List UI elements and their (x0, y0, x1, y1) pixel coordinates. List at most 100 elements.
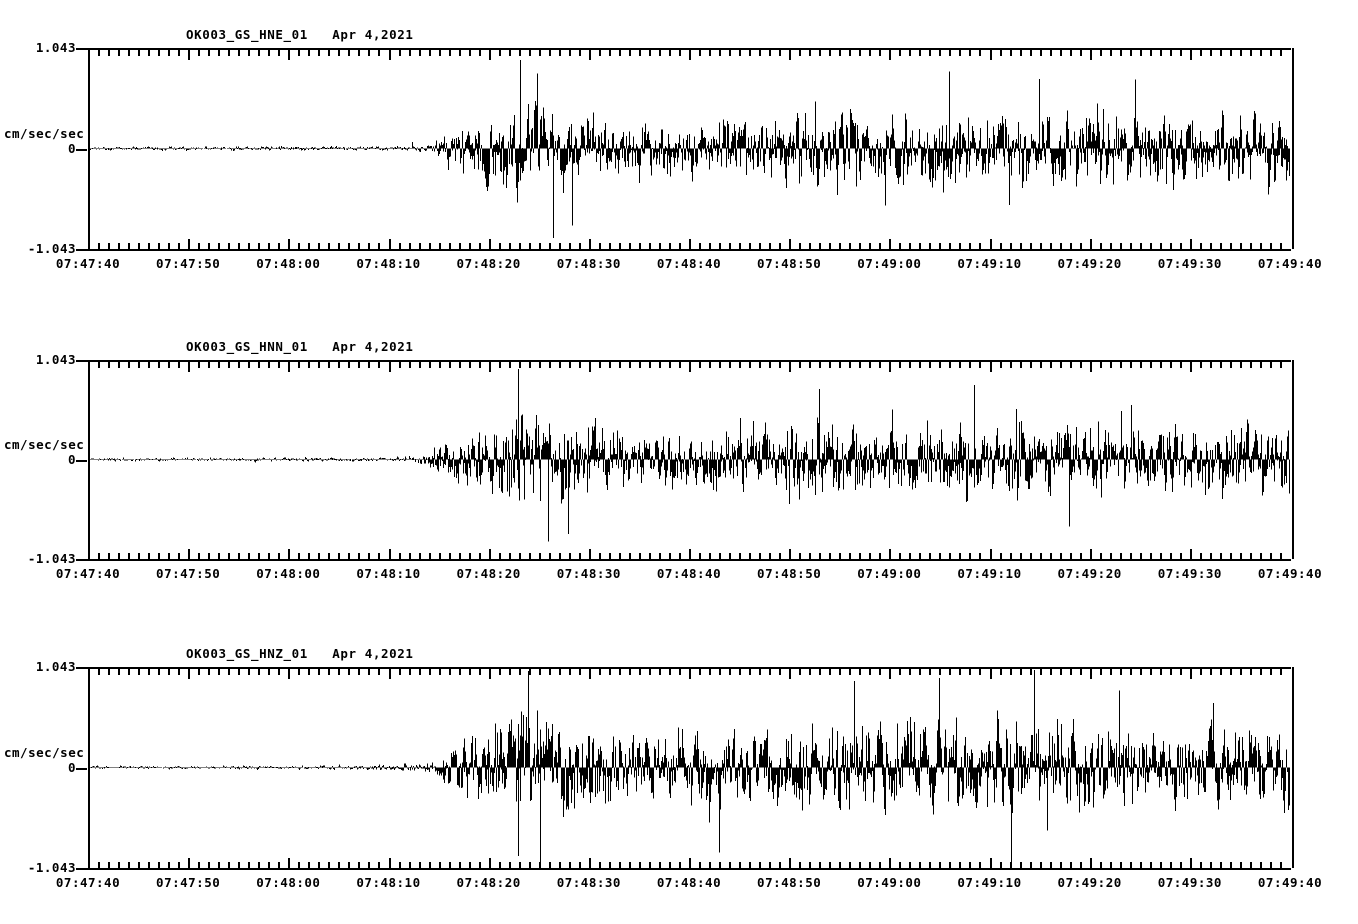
x-minor-tick (1149, 553, 1152, 559)
x-minor-tick (719, 362, 722, 368)
x-minor-tick (518, 669, 521, 675)
x-minor-tick (278, 243, 281, 249)
x-minor-tick (208, 669, 211, 675)
x-major-tick (188, 858, 191, 868)
x-minor-tick (338, 362, 341, 368)
x-minor-tick (318, 50, 321, 56)
x-minor-tick (478, 362, 481, 368)
x-minor-tick (1139, 669, 1142, 675)
x-minor-tick (418, 362, 421, 368)
x-minor-tick (208, 243, 211, 249)
x-major-tick (689, 50, 691, 60)
x-axis-ticks-bottom (88, 239, 1290, 249)
x-minor-tick (258, 362, 261, 368)
x-minor-tick (709, 362, 712, 368)
x-minor-tick (438, 362, 441, 368)
x-minor-tick (128, 50, 131, 56)
x-minor-tick (739, 50, 742, 56)
x-minor-tick (408, 50, 411, 56)
x-minor-tick (1169, 362, 1172, 368)
plot-top-axis (87, 48, 1291, 50)
x-minor-tick (578, 362, 581, 368)
x-minor-tick (979, 553, 982, 559)
x-minor-tick (1219, 50, 1222, 56)
x-minor-tick (849, 553, 852, 559)
x-minor-tick (1139, 50, 1142, 56)
x-minor-tick (578, 553, 581, 559)
x-tick-label: 07:48:50 (757, 875, 822, 890)
x-minor-tick (979, 243, 982, 249)
x-major-tick (889, 669, 892, 679)
x-minor-tick (1119, 553, 1122, 559)
x-minor-tick (528, 243, 531, 249)
x-minor-tick (1269, 669, 1272, 675)
x-minor-tick (108, 553, 111, 559)
x-minor-tick (148, 669, 151, 675)
x-minor-tick (839, 243, 842, 249)
x-minor-tick (538, 862, 541, 868)
x-minor-tick (1099, 362, 1102, 368)
x-minor-tick (1169, 243, 1172, 249)
x-minor-tick (638, 669, 641, 675)
x-minor-tick (208, 553, 211, 559)
x-minor-tick (769, 862, 772, 868)
x-minor-tick (1149, 243, 1152, 249)
x-minor-tick (1279, 553, 1282, 559)
x-minor-tick (228, 362, 231, 368)
x-minor-tick (1099, 862, 1102, 868)
x-minor-tick (1029, 362, 1032, 368)
x-minor-tick (98, 669, 101, 675)
x-axis-ticks-bottom (88, 858, 1290, 868)
x-minor-tick (799, 243, 802, 249)
x-major-tick (1089, 50, 1092, 60)
x-minor-tick (398, 553, 401, 559)
x-minor-tick (538, 553, 541, 559)
x-minor-tick (1079, 362, 1082, 368)
x-minor-tick (799, 362, 802, 368)
x-minor-tick (739, 553, 742, 559)
x-minor-tick (839, 553, 842, 559)
x-minor-tick (1019, 362, 1022, 368)
x-minor-tick (1209, 862, 1212, 868)
x-tick-label: 07:47:50 (156, 256, 221, 271)
x-minor-tick (999, 362, 1002, 368)
x-minor-tick (759, 50, 762, 56)
x-major-tick (1189, 858, 1192, 868)
x-minor-tick (158, 669, 161, 675)
x-minor-tick (198, 50, 201, 56)
x-major-tick (1189, 362, 1192, 372)
x-minor-tick (1139, 862, 1142, 868)
x-minor-tick (408, 862, 411, 868)
x-minor-tick (618, 862, 621, 868)
x-minor-tick (98, 362, 101, 368)
x-minor-tick (438, 553, 441, 559)
x-minor-tick (1239, 243, 1242, 249)
x-tick-label: 07:48:50 (757, 256, 822, 271)
x-minor-tick (1009, 362, 1012, 368)
x-major-tick (388, 669, 391, 679)
x-minor-tick (1179, 50, 1182, 56)
x-minor-tick (1239, 669, 1242, 675)
x-major-tick (588, 549, 591, 559)
x-minor-tick (739, 362, 742, 368)
x-minor-tick (979, 862, 982, 868)
x-major-tick (288, 362, 291, 372)
x-minor-tick (1079, 669, 1082, 675)
x-minor-tick (118, 669, 121, 675)
x-minor-tick (1279, 50, 1282, 56)
x-minor-tick (138, 669, 141, 675)
x-tick-label: 07:48:30 (556, 256, 621, 271)
x-minor-tick (468, 862, 471, 868)
x-major-tick (1189, 549, 1192, 559)
x-minor-tick (438, 669, 441, 675)
x-minor-tick (1179, 669, 1182, 675)
x-minor-tick (999, 553, 1002, 559)
x-minor-tick (1029, 243, 1032, 249)
x-major-tick (689, 362, 691, 372)
x-minor-tick (1039, 862, 1042, 868)
x-minor-tick (1069, 862, 1072, 868)
x-minor-tick (118, 362, 121, 368)
x-minor-tick (238, 362, 241, 368)
x-minor-tick (158, 553, 161, 559)
waveform-clip (88, 667, 1290, 868)
